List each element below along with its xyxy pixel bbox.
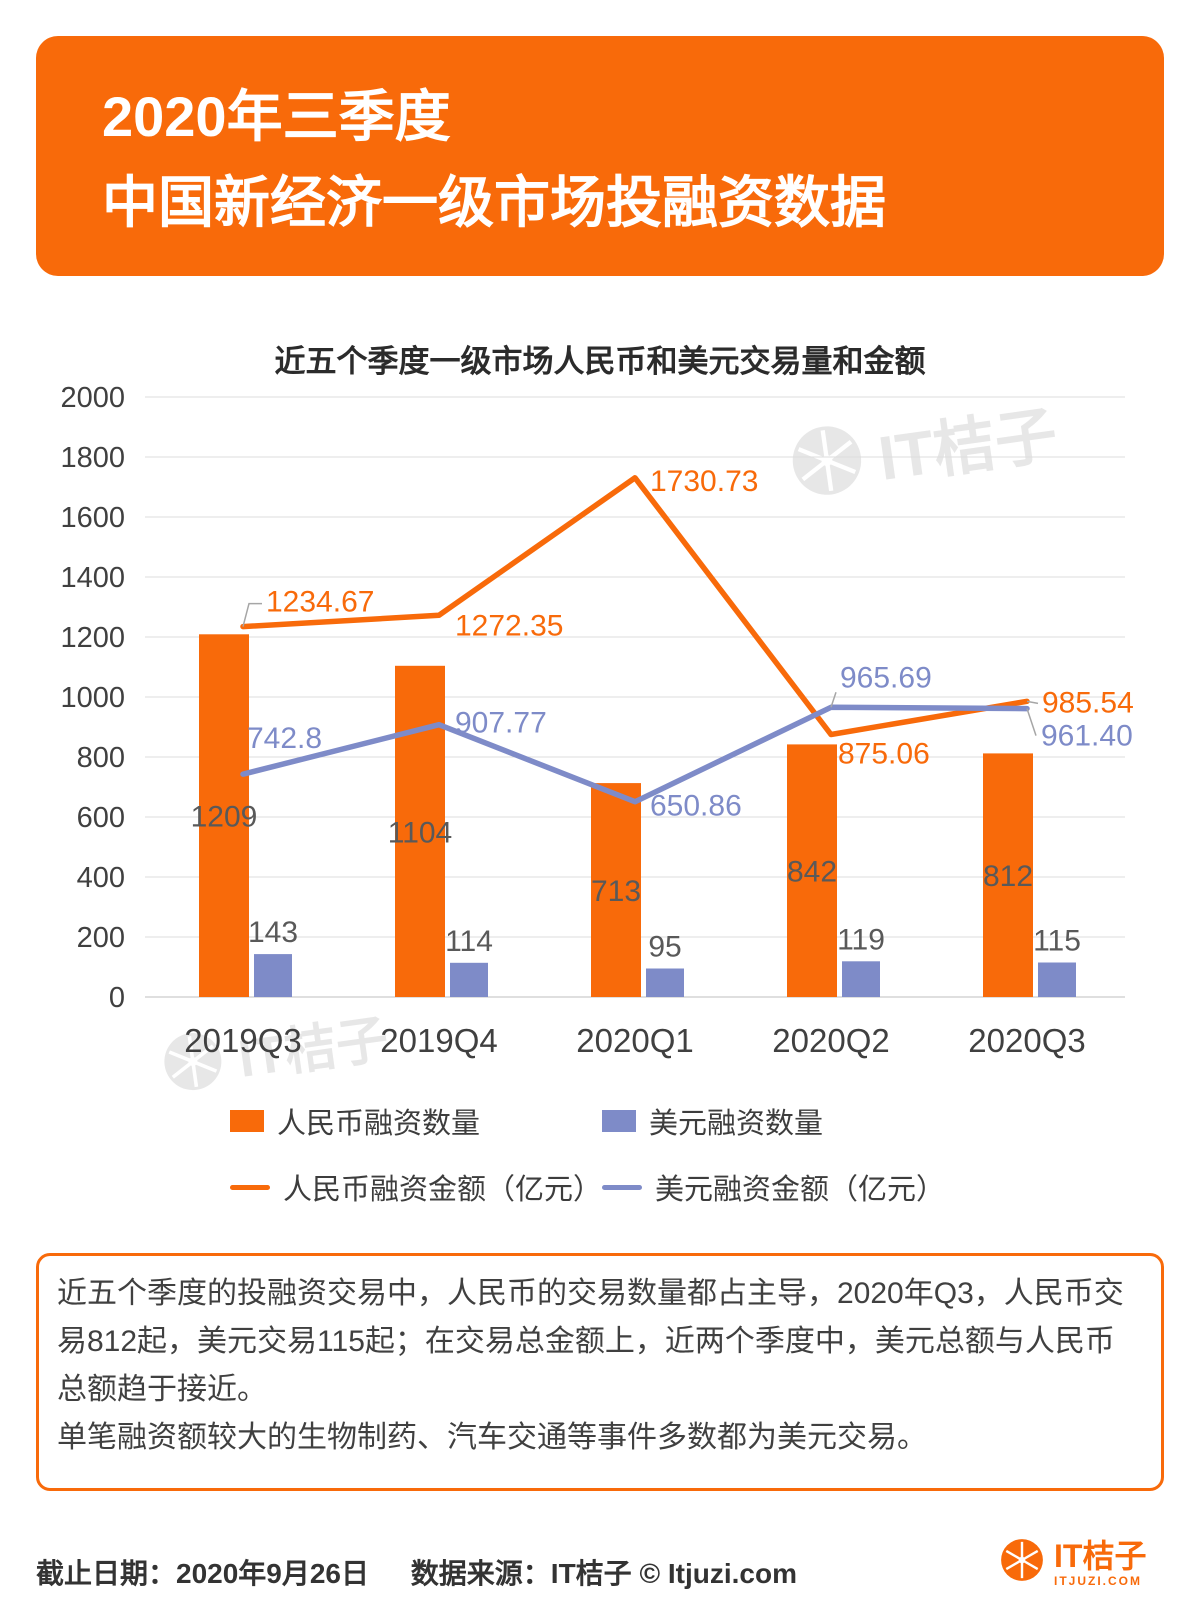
y-tick-label: 200	[77, 922, 125, 954]
bar-usd-count-2019Q4	[450, 962, 488, 997]
chart-title: 近五个季度一级市场人民币和美元交易量和金额	[274, 344, 926, 379]
page-title-line2: 中国新经济一级市场投融资数据	[102, 171, 886, 234]
logo-text-block: IT桔子 ITJUZI.COM	[1054, 1538, 1146, 1588]
bar-value-label: 713	[591, 875, 641, 908]
legend-line-swatch	[230, 1184, 270, 1190]
page-title-line1: 2020年三季度	[102, 85, 451, 148]
legend-line-swatch	[602, 1184, 642, 1190]
x-tick-label: 2020Q2	[772, 1022, 889, 1059]
x-tick-label: 2020Q1	[576, 1022, 693, 1059]
x-tick-label: 2020Q3	[968, 1022, 1085, 1059]
bar-value-label: 143	[248, 916, 298, 949]
logo-subtext: ITJUZI.COM	[1054, 1574, 1142, 1588]
legend-item-0: 人民币融资数量	[230, 1100, 602, 1142]
y-tick-label: 2000	[60, 382, 125, 414]
line-value-label: 1272.35	[455, 609, 563, 642]
bar-value-label: 95	[648, 931, 681, 964]
bar-rmb-count-2020Q3	[983, 753, 1033, 997]
y-tick-label: 1800	[60, 442, 125, 474]
bar-usd-count-2020Q1	[646, 968, 684, 997]
header-banner: 2020年三季度 中国新经济一级市场投融资数据	[36, 36, 1164, 276]
x-tick-label: 2019Q4	[380, 1022, 497, 1059]
legend-label: 美元融资金额（亿元）	[655, 1174, 946, 1206]
bar-value-label: 114	[445, 925, 493, 958]
bar-value-label: 119	[837, 923, 885, 956]
legend-bar-swatch	[230, 1110, 264, 1132]
label-leader-line	[242, 602, 262, 627]
bar-rmb-count-2019Q4	[395, 665, 445, 997]
legend-bar-swatch	[602, 1110, 636, 1132]
legend-item-3: 美元融资金额（亿元）	[602, 1166, 945, 1208]
y-tick-label: 1400	[60, 562, 125, 594]
line-value-label: 907.77	[455, 707, 547, 740]
line-value-label: 965.69	[840, 661, 932, 694]
footer-source: 数据来源：IT桔子 © Itjuzi.com	[410, 1558, 797, 1589]
line-value-label: 1234.67	[266, 586, 374, 619]
legend-item-1: 美元融资数量	[602, 1100, 945, 1142]
label-leader-line	[1026, 708, 1037, 736]
chart-legend: 人民币融资数量 美元融资数量人民币融资金额（亿元） 美元融资金额（亿元）	[230, 1100, 945, 1208]
legend-label: 人民币融资数量	[277, 1108, 481, 1140]
y-tick-label: 1600	[60, 502, 125, 534]
line-value-label: 961.40	[1041, 720, 1133, 753]
bar-rmb-count-2019Q3	[199, 634, 249, 997]
chart-canvas: 0 200 400 600 800 1000 1200 1400 1600 1800 2000 201…	[60, 382, 1134, 1059]
y-tick-label: 600	[77, 802, 125, 834]
label-leader-line	[1026, 700, 1039, 705]
bar-value-label: 115	[1033, 925, 1081, 958]
bar-usd-count-2020Q2	[842, 961, 880, 997]
line-rmb-amount	[240, 475, 1030, 738]
line-usd-amount	[240, 704, 1030, 805]
citrus-logo-icon	[1001, 1539, 1043, 1581]
footer-date: 截止日期：2020年9月26日	[36, 1558, 370, 1589]
line-value-label: 650.86	[650, 790, 742, 823]
footer: 截止日期：2020年9月26日 数据来源：IT桔子 © Itjuzi.com	[36, 1552, 797, 1592]
brand-logo: IT桔子 ITJUZI.COM	[1000, 1538, 1146, 1588]
bar-value-label: 1209	[191, 801, 258, 834]
line-value-label: 985.54	[1042, 686, 1134, 719]
line-value-label: 1730.73	[650, 465, 758, 498]
y-tick-label: 800	[77, 742, 125, 774]
bar-value-label: 842	[787, 856, 837, 889]
legend-label: 美元融资数量	[649, 1108, 824, 1140]
y-tick-label: 1200	[60, 622, 125, 654]
logo-name: IT桔子	[1054, 1538, 1147, 1574]
bar-usd-count-2020Q3	[1038, 962, 1076, 997]
line-value-label: 742.8	[247, 722, 322, 755]
y-tick-label: 1000	[60, 682, 125, 714]
summary-paragraph-1: 近五个季度的投融资交易中，人民币的交易数量都占主导，2020年Q3，人民币交易8…	[57, 1277, 1124, 1406]
legend-label: 人民币融资金额（亿元）	[283, 1174, 603, 1206]
summary-paragraph-2: 单笔融资额较大的生物制药、汽车交通等事件多数都为美元交易。	[57, 1421, 927, 1454]
summary-box: 近五个季度的投融资交易中，人民币的交易数量都占主导，2020年Q3，人民币交易8…	[36, 1253, 1164, 1491]
bar-usd-count-2019Q3	[254, 954, 292, 997]
label-leader-line	[830, 692, 837, 708]
y-tick-label: 0	[109, 982, 125, 1014]
y-tick-label: 400	[77, 862, 125, 894]
bar-rmb-count-2020Q1	[591, 783, 641, 997]
bar-value-label: 1104	[388, 816, 453, 849]
line-value-label: 875.06	[838, 737, 930, 770]
bar-rmb-count-2020Q2	[787, 744, 837, 997]
legend-item-2: 人民币融资金额（亿元）	[230, 1166, 602, 1208]
x-tick-label: 2019Q3	[184, 1022, 301, 1059]
bar-value-label: 812	[983, 860, 1033, 893]
